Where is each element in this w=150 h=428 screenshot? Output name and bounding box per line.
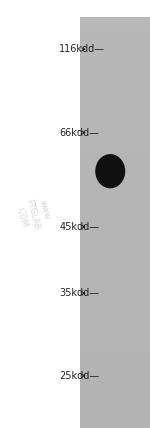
Text: 116kdd—: 116kdd— (59, 44, 105, 54)
Text: www.
PTGLAB
.COM: www. PTGLAB .COM (13, 195, 53, 233)
Text: 45kdd—: 45kdd— (59, 222, 99, 232)
Bar (0, 0, 80, 428)
Text: 25kdd—: 25kdd— (59, 371, 99, 381)
Bar (80, 0, 150, 17)
Text: 66kdd—: 66kdd— (59, 128, 99, 138)
Bar (80, 17, 150, 428)
Text: 35kdd—: 35kdd— (59, 288, 99, 298)
Ellipse shape (95, 154, 125, 188)
